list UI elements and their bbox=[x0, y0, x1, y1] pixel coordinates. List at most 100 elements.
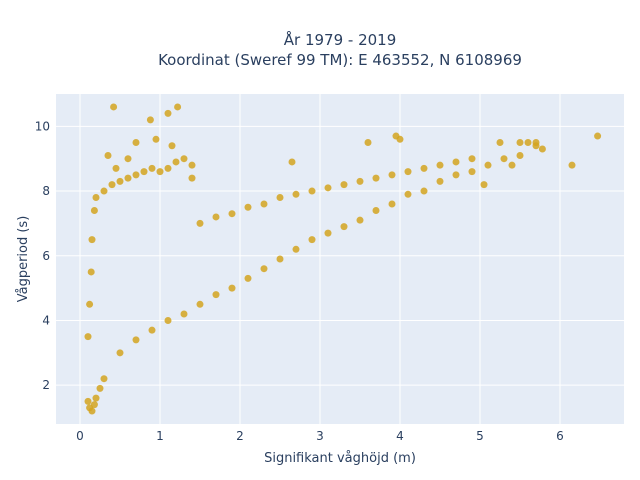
data-point bbox=[276, 255, 284, 263]
y-tick-label: 10 bbox=[35, 119, 50, 133]
data-point bbox=[168, 142, 176, 150]
data-point bbox=[90, 206, 98, 214]
x-axis-ticks: 0 1 2 3 4 5 6 bbox=[76, 429, 564, 443]
data-point bbox=[500, 155, 508, 163]
data-point bbox=[508, 161, 516, 169]
data-point bbox=[484, 161, 492, 169]
data-point bbox=[340, 223, 348, 231]
data-point bbox=[148, 164, 156, 172]
data-point bbox=[452, 171, 460, 179]
data-point bbox=[308, 187, 316, 195]
data-point bbox=[104, 151, 112, 159]
data-point bbox=[148, 326, 156, 334]
data-point bbox=[436, 177, 444, 185]
data-point bbox=[538, 145, 546, 153]
data-point bbox=[276, 194, 284, 202]
data-point bbox=[594, 132, 602, 140]
data-point bbox=[260, 200, 268, 208]
x-tick-label: 0 bbox=[76, 429, 84, 443]
chart-title: År 1979 - 2019 bbox=[284, 30, 397, 49]
data-point bbox=[116, 177, 124, 185]
data-point bbox=[180, 310, 188, 318]
data-point bbox=[174, 103, 182, 111]
y-axis-ticks: 2 4 6 8 10 bbox=[35, 119, 50, 392]
data-point bbox=[404, 190, 412, 198]
data-point bbox=[228, 210, 236, 218]
data-point bbox=[164, 109, 172, 117]
data-point bbox=[212, 213, 220, 221]
y-tick-label: 8 bbox=[42, 184, 50, 198]
data-point bbox=[132, 171, 140, 179]
data-point bbox=[90, 401, 98, 409]
data-point bbox=[88, 407, 96, 415]
data-point bbox=[308, 236, 316, 244]
data-point bbox=[100, 375, 108, 383]
data-point bbox=[260, 265, 268, 273]
data-point bbox=[112, 164, 120, 172]
data-point bbox=[132, 336, 140, 344]
x-tick-label: 6 bbox=[556, 429, 564, 443]
grid-lines bbox=[56, 94, 624, 424]
data-point bbox=[340, 181, 348, 189]
data-point bbox=[532, 139, 540, 147]
y-axis-title: Vågperiod (s) bbox=[16, 216, 31, 303]
y-tick-label: 2 bbox=[42, 378, 50, 392]
x-tick-label: 2 bbox=[236, 429, 244, 443]
data-point bbox=[480, 181, 488, 189]
data-point bbox=[140, 168, 148, 176]
data-point bbox=[196, 219, 204, 227]
data-point bbox=[244, 274, 252, 282]
x-tick-label: 3 bbox=[316, 429, 324, 443]
data-point bbox=[388, 171, 396, 179]
data-point bbox=[156, 168, 164, 176]
data-point bbox=[452, 158, 460, 166]
data-point bbox=[324, 229, 332, 237]
data-point bbox=[364, 139, 372, 147]
x-axis-title: Signifikant våghöjd (m) bbox=[264, 451, 416, 466]
data-point bbox=[152, 135, 160, 143]
data-point bbox=[468, 168, 476, 176]
data-point bbox=[404, 168, 412, 176]
data-point bbox=[468, 155, 476, 163]
data-point bbox=[188, 161, 196, 169]
data-point bbox=[92, 194, 100, 202]
data-point bbox=[100, 187, 108, 195]
data-point bbox=[84, 397, 92, 405]
data-point bbox=[164, 316, 172, 324]
data-point bbox=[292, 245, 300, 253]
data-point bbox=[132, 139, 140, 147]
data-point bbox=[172, 158, 180, 166]
data-point bbox=[372, 206, 380, 214]
plot-area bbox=[56, 94, 624, 424]
data-point bbox=[436, 161, 444, 169]
data-point bbox=[244, 203, 252, 211]
data-point bbox=[516, 139, 524, 147]
data-point bbox=[524, 139, 532, 147]
data-point bbox=[496, 139, 504, 147]
scatter-points bbox=[84, 103, 602, 415]
data-point bbox=[116, 349, 124, 357]
data-point bbox=[568, 161, 576, 169]
data-point bbox=[180, 155, 188, 163]
data-point bbox=[146, 116, 154, 124]
data-point bbox=[96, 384, 104, 392]
data-point bbox=[356, 216, 364, 224]
data-point bbox=[164, 164, 172, 172]
y-tick-label: 6 bbox=[42, 249, 50, 263]
data-point bbox=[188, 174, 196, 182]
data-point bbox=[110, 103, 118, 111]
data-point bbox=[372, 174, 380, 182]
data-point bbox=[88, 236, 96, 244]
data-point bbox=[396, 135, 404, 143]
data-point bbox=[86, 300, 94, 308]
data-point bbox=[124, 174, 132, 182]
data-point bbox=[516, 151, 524, 159]
x-tick-label: 4 bbox=[396, 429, 404, 443]
data-point bbox=[212, 291, 220, 299]
data-point bbox=[228, 284, 236, 292]
data-point bbox=[87, 268, 95, 276]
data-point bbox=[288, 158, 296, 166]
data-point bbox=[84, 333, 92, 341]
data-point bbox=[388, 200, 396, 208]
